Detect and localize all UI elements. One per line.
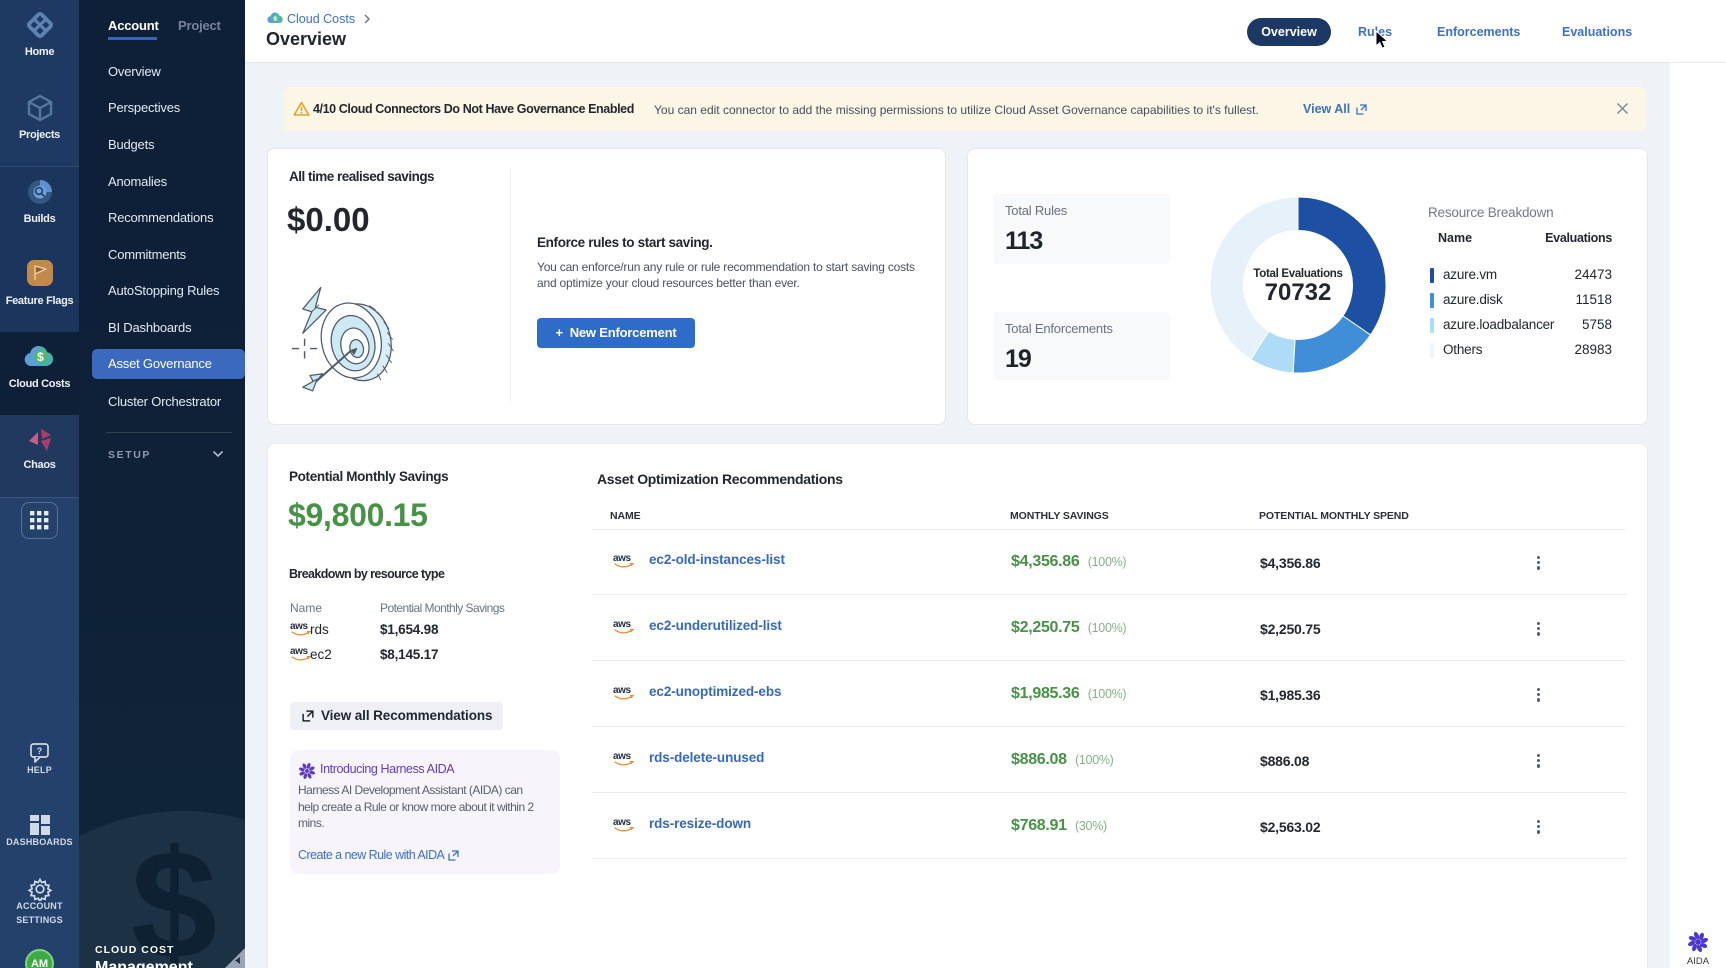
svg-text:?: ? — [37, 746, 43, 756]
svg-text:$: $ — [37, 350, 44, 364]
svg-text:$: $ — [274, 17, 277, 23]
